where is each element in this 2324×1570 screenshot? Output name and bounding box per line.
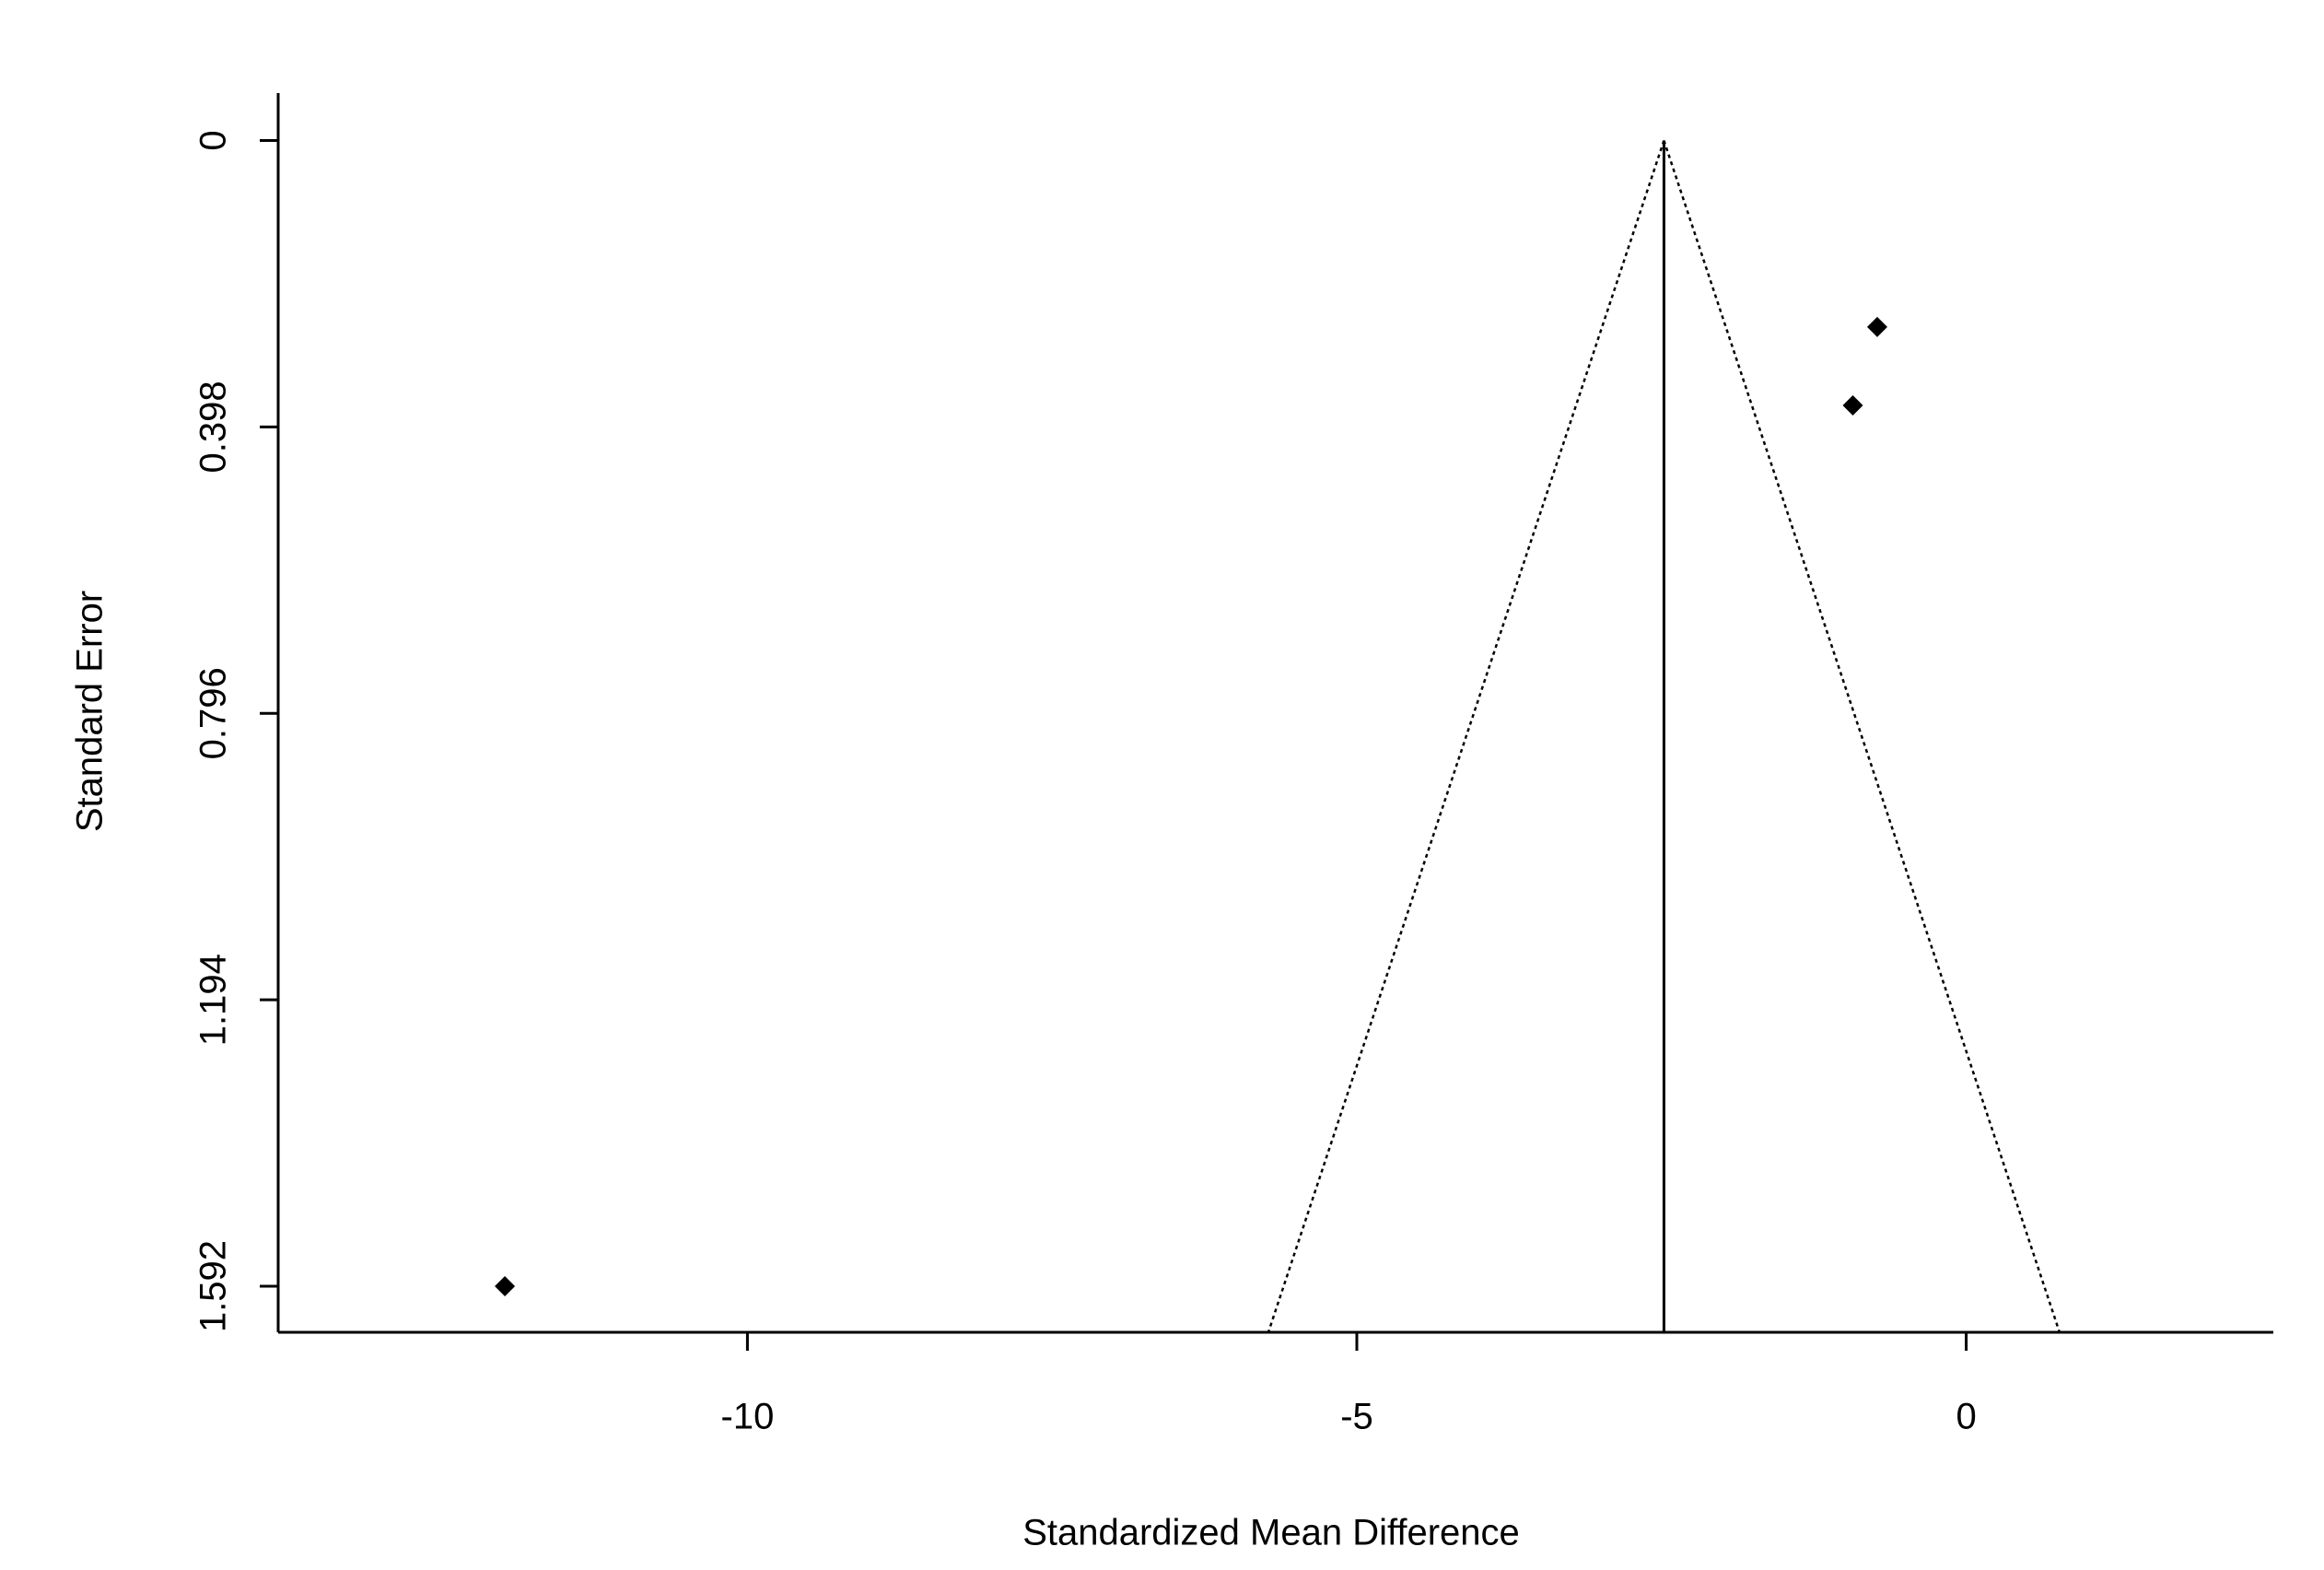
y-tick-label: 1.194 bbox=[193, 954, 234, 1046]
y-tick-label: 0 bbox=[193, 130, 234, 150]
x-axis-label: Standardized Mean Difference bbox=[1022, 1513, 1520, 1553]
funnel-left bbox=[1267, 140, 1665, 1333]
x-tick-label: 0 bbox=[1956, 1397, 1976, 1437]
y-axis-label: Standard Error bbox=[70, 591, 111, 832]
point bbox=[495, 1276, 516, 1297]
point bbox=[1866, 316, 1887, 337]
y-tick-label: 1.592 bbox=[193, 1240, 234, 1332]
x-tick-label: -10 bbox=[721, 1397, 775, 1437]
y-tick-label: 0.796 bbox=[193, 667, 234, 759]
y-tick-label: 0.398 bbox=[193, 381, 234, 473]
point bbox=[1842, 394, 1863, 416]
x-tick-label: -5 bbox=[1340, 1397, 1373, 1437]
funnel-right bbox=[1663, 140, 2061, 1333]
